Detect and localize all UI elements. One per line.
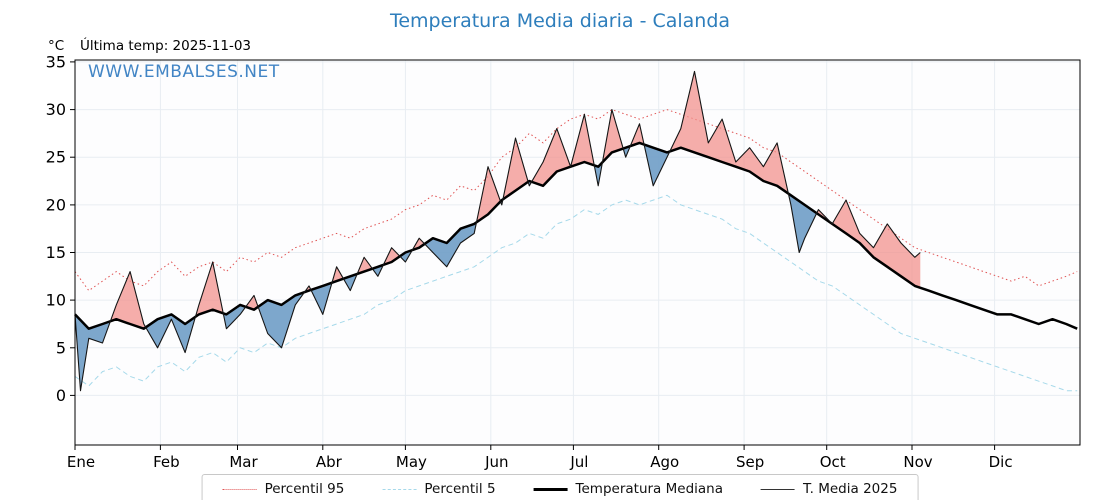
svg-text:Dic: Dic xyxy=(989,453,1013,471)
chart-title: Temperatura Media diaria - Calanda xyxy=(389,10,731,32)
legend-item-t-media-2025: T. Media 2025 xyxy=(761,481,897,497)
svg-text:25: 25 xyxy=(46,148,66,167)
svg-text:0: 0 xyxy=(56,386,66,405)
percentil-95-line-icon xyxy=(222,488,257,490)
svg-text:Jun: Jun xyxy=(484,453,508,471)
svg-text:5: 5 xyxy=(56,338,66,357)
svg-text:Abr: Abr xyxy=(316,453,343,471)
svg-text:10: 10 xyxy=(46,291,66,310)
svg-text:35: 35 xyxy=(46,52,66,71)
legend-item-mediana: Temperatura Mediana xyxy=(533,481,723,497)
svg-text:Jul: Jul xyxy=(569,453,588,471)
svg-text:30: 30 xyxy=(46,100,66,119)
legend-label-mediana: Temperatura Mediana xyxy=(575,481,723,497)
svg-text:15: 15 xyxy=(46,243,66,262)
last-temp-label: Última temp: 2025-11-03 xyxy=(80,38,252,54)
svg-text:20: 20 xyxy=(46,195,66,214)
svg-text:Feb: Feb xyxy=(153,453,180,471)
svg-text:Mar: Mar xyxy=(229,453,258,471)
legend-label-t-media-2025: T. Media 2025 xyxy=(803,481,898,497)
svg-text:Nov: Nov xyxy=(903,453,932,471)
svg-text:Sep: Sep xyxy=(736,453,764,471)
legend-label-percentil-95: Percentil 95 xyxy=(264,481,345,497)
watermark-text: WWW.EMBALSES.NET xyxy=(88,62,280,82)
t-media-2025-line-icon xyxy=(761,488,795,490)
svg-text:May: May xyxy=(396,453,427,471)
legend-item-percentil-5: Percentil 5 xyxy=(382,481,496,497)
svg-text:Ene: Ene xyxy=(67,453,95,471)
chart-legend: Percentil 95 Percentil 5 Temperatura Med… xyxy=(201,474,919,500)
percentil-5-line-icon xyxy=(382,488,417,490)
y-axis-unit-label: °C xyxy=(48,38,65,54)
mediana-line-icon xyxy=(533,487,568,491)
legend-item-percentil-95: Percentil 95 xyxy=(222,481,345,497)
svg-text:Oct: Oct xyxy=(820,453,846,471)
legend-label-percentil-5: Percentil 5 xyxy=(424,481,496,497)
svg-text:Ago: Ago xyxy=(650,453,679,471)
